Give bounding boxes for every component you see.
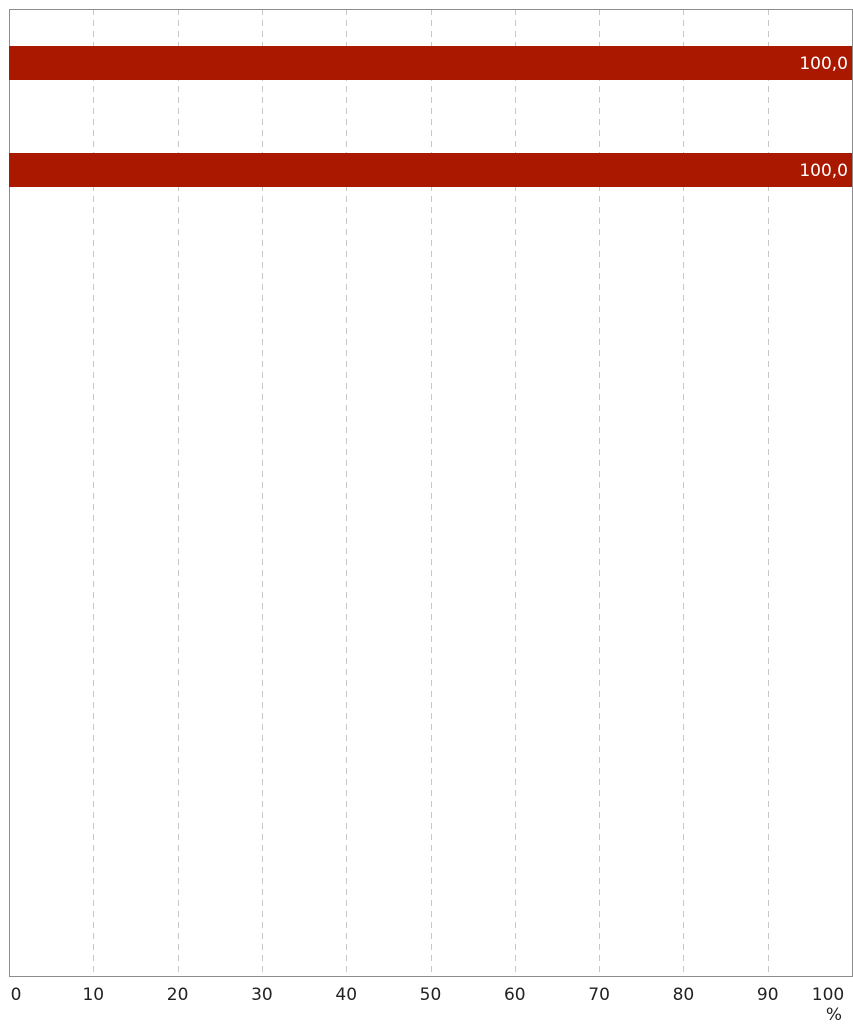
x-tick-label-10: 10 [82, 985, 104, 1005]
bar-2 [9, 153, 852, 187]
bars: 100,0 100,0 [9, 46, 852, 187]
x-tick-label-90: 90 [757, 985, 779, 1005]
x-tick-label-80: 80 [673, 985, 695, 1005]
bar-1 [9, 46, 852, 80]
x-tick-label-50: 50 [420, 985, 442, 1005]
x-tick-label-30: 30 [251, 985, 273, 1005]
x-axis-unit-label: % [826, 1005, 842, 1025]
x-tick-label-40: 40 [335, 985, 357, 1005]
bar-2-value-label: 100,0 [799, 161, 848, 181]
x-axis-tick-labels: 0 10 20 30 40 50 60 70 80 90 100 [11, 985, 845, 1005]
x-tick-label-70: 70 [588, 985, 610, 1005]
bar-1-value-label: 100,0 [799, 54, 848, 74]
x-tick-label-60: 60 [504, 985, 526, 1005]
x-tick-label-100: 100 [812, 985, 844, 1005]
gridlines [93, 9, 769, 976]
x-tick-label-20: 20 [167, 985, 189, 1005]
x-tick-label-0: 0 [11, 985, 22, 1005]
